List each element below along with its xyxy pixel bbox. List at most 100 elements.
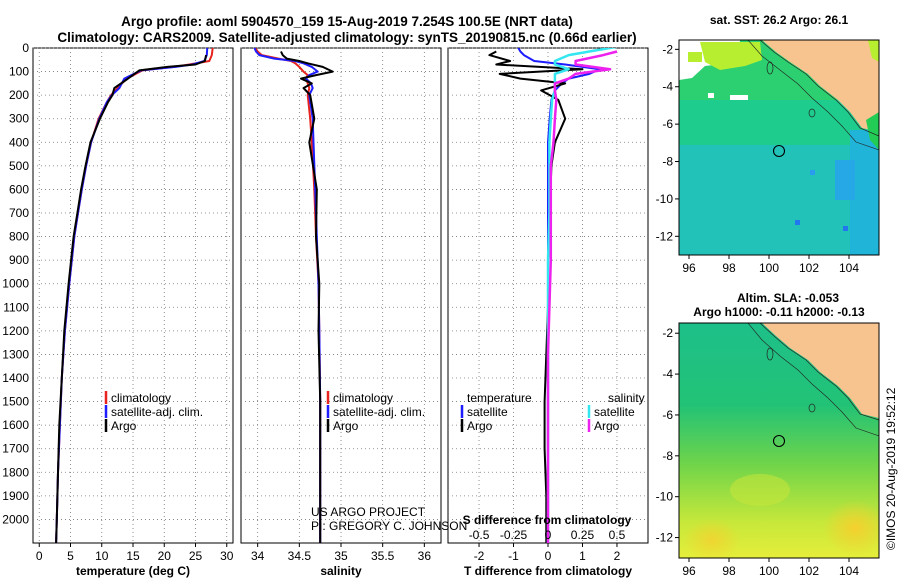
legend-label-argo: Argo [333,419,359,433]
x-tick-label: 35.5 [371,549,395,563]
depth-tick-label: 300 [9,112,29,126]
depth-tick-label: 1400 [2,371,29,385]
x-tick-label: 1 [579,549,586,563]
x-tick-label: 34.5 [288,549,312,563]
temperature-axis-label: temperature (deg C) [76,564,190,578]
series-line-climatology [253,48,322,543]
sla-map-title: Altim. SLA: -0.053 [737,291,839,305]
difference-lines [488,48,618,543]
legend-label-climatology: climatology [333,391,393,405]
sst-float-marker [772,144,786,158]
sst-map-frame [678,39,880,256]
map-x-tick-label: 96 [682,564,696,578]
figure-title-line2: Climatology: CARS2009. Satellite-adjuste… [57,30,636,45]
x-tick-label: 25 [189,549,203,563]
map-x-tick-label: 102 [799,261,819,275]
depth-tick-label: 1200 [2,324,29,338]
x-tick-label: 10 [95,549,109,563]
salinity-axis-label: salinity [320,564,362,578]
depth-tick-label: 1500 [2,395,29,409]
legend-label-satellite: satellite-adj. clim. [333,405,425,419]
temperature-lines [55,48,214,543]
s-difference-axis-label: S difference from climatology [463,513,632,527]
depth-tick-label: 600 [9,182,29,196]
x-tick-label: 15 [126,549,140,563]
series-line-satellite-adj-clim- [55,48,209,543]
salinity-legend: climatology satellite-adj. clim. Argo [326,391,425,433]
x-tick-label: 35 [334,549,348,563]
axis-ticks: 0100200300400500600700800900100011001200… [2,41,859,578]
figure-title-line1: Argo profile: aoml 5904570_159 15-Aug-20… [121,14,573,29]
x-tick-label: 5 [67,549,74,563]
x-tick-label: 20 [158,549,172,563]
salinity-lines [253,48,334,543]
map-y-tick-label: -10 [656,490,674,504]
depth-tick-label: 1800 [2,465,29,479]
map-y-tick-label: -4 [662,367,673,381]
series-line-temperature-satellite [517,48,601,543]
legend-label-argo: Argo [111,419,137,433]
legend-label-t-satellite: satellite [467,405,508,419]
x-tick-label: 2 [614,549,621,563]
depth-tick-label: 100 [9,65,29,79]
map-x-tick-label: 98 [722,261,736,275]
depth-tick-label: 400 [9,135,29,149]
s-diff-tick-label: 0 [545,528,552,542]
depth-tick-label: 0 [22,41,29,55]
series-line-temperature-argo [488,50,584,543]
sla-map-image [679,323,879,558]
map-y-tick-label: -4 [662,80,673,94]
depth-tick-label: 500 [9,159,29,173]
x-tick-label: 30 [220,549,234,563]
map-y-tick-label: -12 [656,531,674,545]
map-y-tick-label: -12 [656,229,674,243]
legend-label-s-satellite: satellite [594,405,635,419]
depth-tick-label: 1100 [3,300,29,314]
depth-tick-label: 1300 [2,347,29,361]
project-annotation: US ARGO PROJECT [311,505,426,519]
depth-tick-label: 1600 [2,418,29,432]
s-diff-tick-label: -0.5 [469,528,490,542]
series-line-climatology [55,48,214,543]
depth-tick-label: 1700 [2,442,29,456]
s-diff-tick-label: 0.25 [571,528,595,542]
s-diff-tick-label: -0.25 [500,528,528,542]
depth-tick-label: 700 [9,206,29,220]
series-line-argo [280,51,334,543]
depth-tick-label: 800 [9,230,29,244]
x-tick-label: 36 [418,549,432,563]
depth-tick-label: 900 [9,253,29,267]
legend-label-satellite: satellite-adj. clim. [111,405,203,419]
x-tick-label: 0 [36,549,43,563]
depth-tick-label: 2000 [2,512,29,526]
sla-float-marker [772,434,786,448]
map-x-tick-label: 100 [759,564,779,578]
depth-tick-label: 1900 [2,489,29,503]
map-y-tick-label: -6 [662,408,673,422]
sst-map-title: sat. SST: 26.2 Argo: 26.1 [710,13,849,27]
legend-label-climatology: climatology [111,391,171,405]
series-line-salinity-satellite [546,48,618,543]
depth-tick-label: 200 [9,88,29,102]
map-x-tick-label: 100 [759,261,779,275]
map-y-tick-label: -8 [662,155,673,169]
credit-stamp: ©IMOS 20-Aug-2019 19:52:12 [884,387,898,550]
pi-annotation: PI: GREGORY C. JOHNSON [311,519,467,533]
map-y-tick-label: -8 [662,449,673,463]
legend-title-temperature: temperature [467,391,532,405]
profile-lines [55,48,618,543]
map-x-tick-label: 104 [839,261,859,275]
depth-tick-label: 1000 [2,277,29,291]
legend-label-s-argo: Argo [594,419,620,433]
x-tick-label: -1 [508,549,519,563]
x-tick-label: 0 [545,549,552,563]
map-y-tick-label: -2 [662,326,673,340]
sla-map-frame [678,322,880,559]
difference-legend: temperature salinity satellite Argo sate… [460,391,645,433]
x-tick-label: -2 [474,549,485,563]
map-y-tick-label: -6 [662,117,673,131]
legend-title-salinity: salinity [608,391,645,405]
map-y-tick-label: -2 [662,42,673,56]
temperature-legend: climatology satellite-adj. clim. Argo [104,391,203,433]
